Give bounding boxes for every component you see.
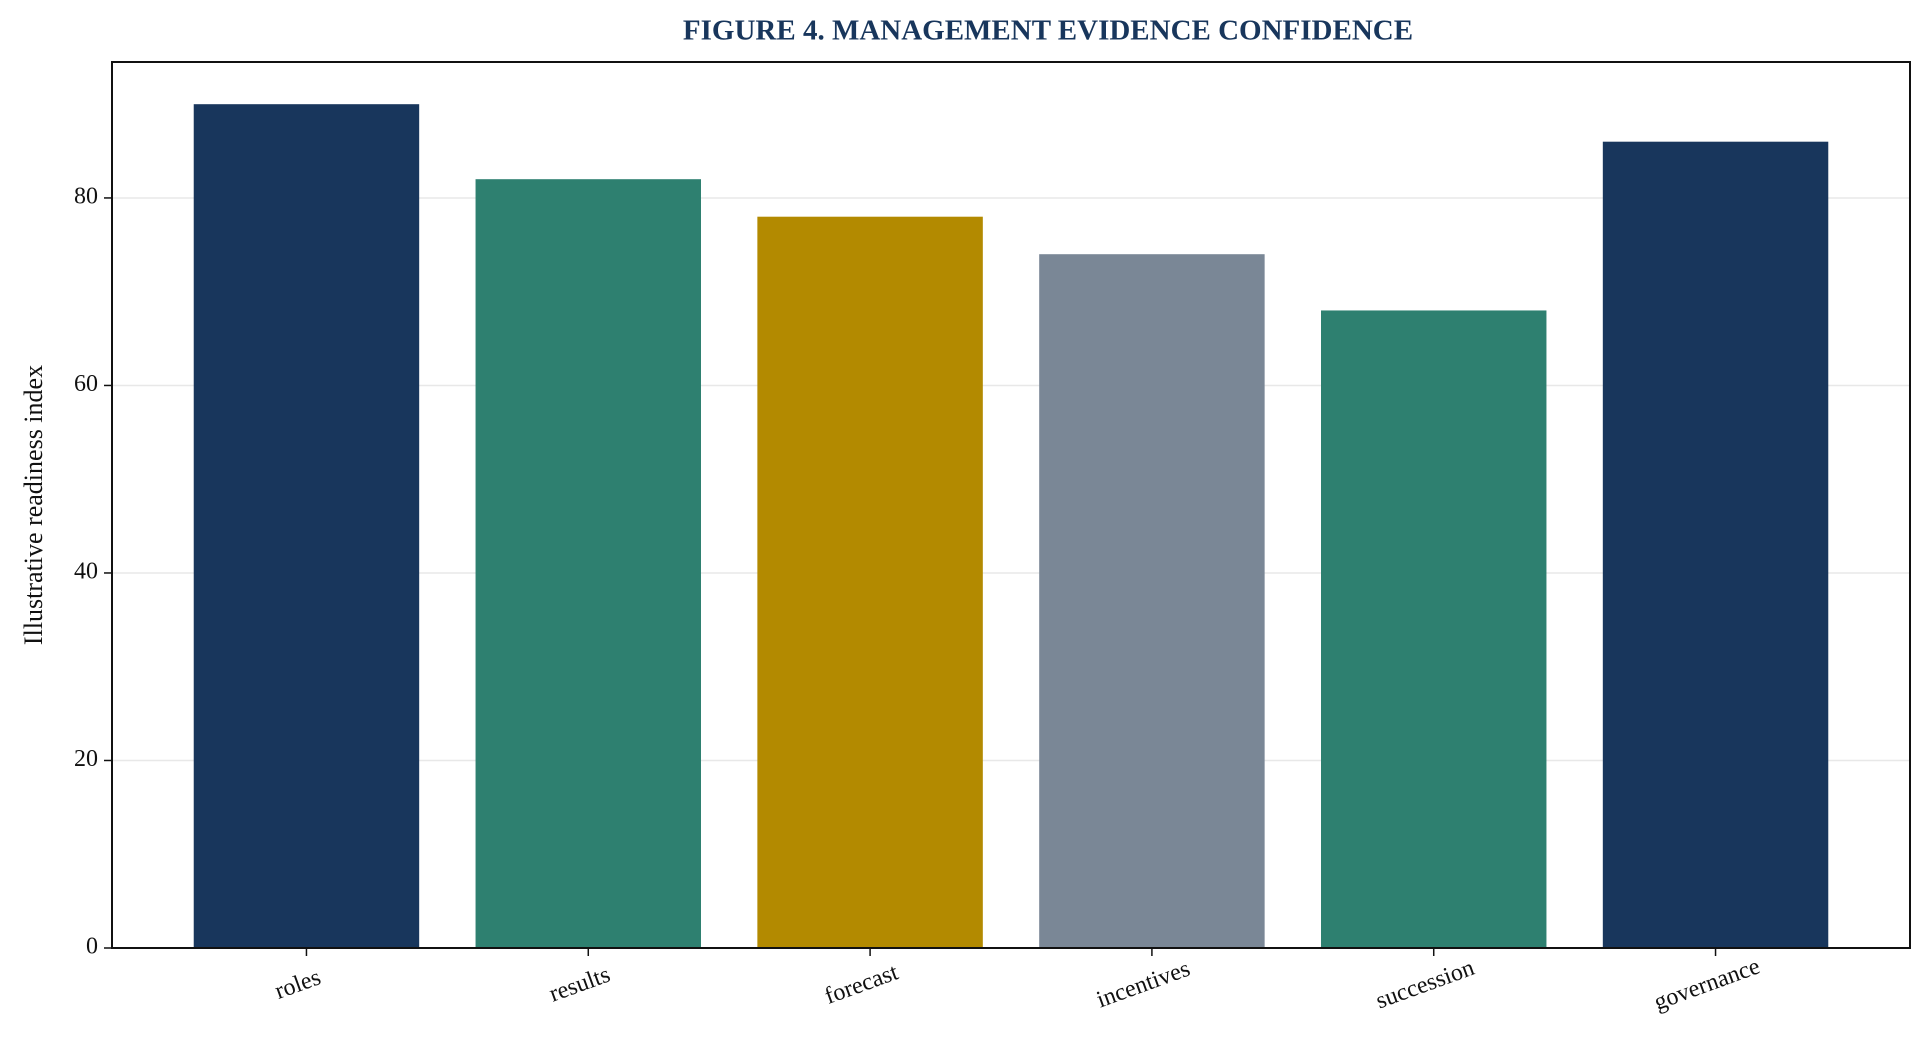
- x-tick-label: succession: [1373, 955, 1478, 1015]
- x-tick-label: roles: [272, 964, 325, 1004]
- plot-frame: [111, 61, 1911, 949]
- bar: [1602, 141, 1829, 948]
- chart-title: FIGURE 4. MANAGEMENT EVIDENCE CONFIDENCE: [683, 15, 1413, 47]
- y-tick-label: 80: [74, 183, 98, 209]
- x-tick-label: incentives: [1093, 956, 1193, 1014]
- x-tick-label: forecast: [821, 959, 902, 1010]
- y-tick-label: 40: [74, 558, 98, 584]
- x-tick-label: results: [546, 962, 614, 1008]
- bar: [1321, 310, 1547, 948]
- y-tick-label: 20: [74, 746, 98, 772]
- y-tick-label: 0: [86, 934, 98, 960]
- x-tick-label: governance: [1651, 953, 1764, 1015]
- bar: [475, 179, 701, 948]
- bar: [1039, 254, 1265, 949]
- y-axis-label: Illustrative readiness index: [19, 365, 48, 645]
- y-tick-label: 60: [74, 371, 98, 397]
- bar: [757, 216, 983, 948]
- bar: [193, 104, 420, 948]
